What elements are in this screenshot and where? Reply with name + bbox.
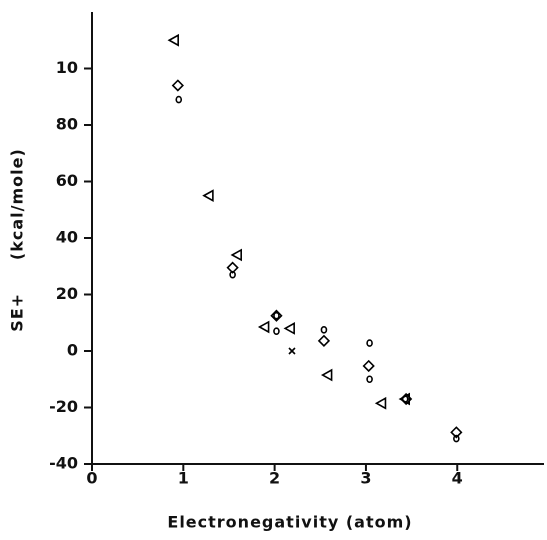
x-tick-label: 1 — [178, 469, 189, 488]
point — [202, 189, 214, 202]
y-tick-label: 0 — [67, 341, 78, 360]
x-tick-label: 0 — [86, 469, 97, 488]
point — [453, 434, 460, 443]
point — [401, 395, 409, 403]
point — [175, 95, 183, 104]
y-tick-label: 80 — [56, 115, 78, 134]
y-tick-label: 20 — [56, 284, 78, 303]
point — [288, 347, 296, 355]
y-tick-label: 10 — [56, 58, 78, 77]
y-tick-label: -20 — [49, 397, 78, 416]
x-tick-label: 2 — [269, 469, 280, 488]
point — [230, 248, 242, 262]
point — [273, 327, 280, 336]
point — [362, 359, 375, 373]
point — [270, 309, 283, 322]
y-axis-label: SE+ (kcal/mole) — [8, 148, 27, 332]
point — [366, 339, 373, 347]
point — [167, 33, 179, 47]
y-tick-label: 60 — [56, 171, 78, 190]
point — [450, 426, 463, 439]
y-tick-label: -40 — [49, 454, 78, 473]
point — [171, 79, 184, 92]
point — [320, 326, 328, 334]
point — [283, 322, 295, 335]
point — [366, 375, 373, 384]
point — [229, 270, 236, 279]
point — [374, 396, 387, 410]
point — [317, 334, 331, 347]
y-tick-label: 40 — [56, 228, 78, 247]
point — [226, 261, 239, 274]
x-tick-label: 4 — [452, 469, 463, 488]
x-tick-label: 3 — [360, 469, 371, 488]
point — [257, 320, 270, 334]
point — [273, 311, 280, 320]
x-axis-label: Electronegativity (atom) — [167, 513, 412, 532]
point — [320, 368, 333, 382]
